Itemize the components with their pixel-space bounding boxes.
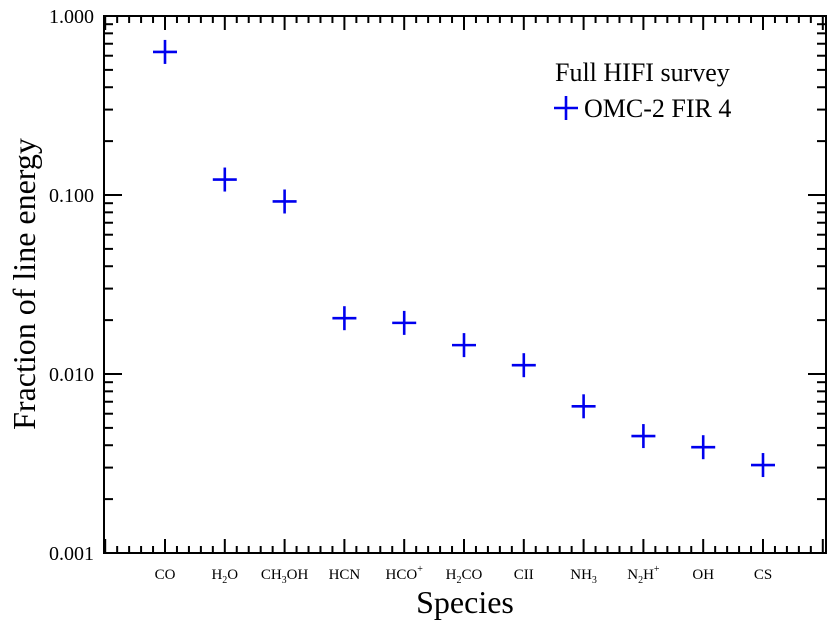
data-point (452, 333, 476, 358)
x-tick-label: HCO+ (386, 564, 424, 583)
x-tick-label: H2CO (446, 567, 483, 586)
x-tick-label: CII (514, 567, 534, 583)
legend-entry-label: OMC-2 FIR 4 (584, 94, 731, 123)
x-axis-label: Species (416, 584, 514, 620)
data-point (571, 394, 596, 419)
data-point (751, 453, 775, 478)
data-point (511, 353, 536, 378)
y-tick-label: 1.000 (49, 6, 94, 28)
y-tick-labels: 0.001 0.010 0.100 1.000 (49, 6, 94, 565)
x-tick-label: HCN (329, 567, 361, 583)
y-tick-label: 0.100 (49, 185, 94, 207)
y-tick-label: 0.010 (49, 364, 94, 386)
data-point (332, 306, 357, 331)
x-tick-label: NH3 (570, 567, 597, 586)
data-point (392, 310, 417, 335)
data-point (631, 424, 656, 449)
x-tick-label: OH (692, 567, 714, 583)
x-tick-label: CS (754, 567, 772, 583)
y-axis-label: Fraction of line energy (6, 138, 42, 430)
legend: Full HIFI survey OMC-2 FIR 4 (554, 58, 731, 123)
x-tick-label: N2H+ (627, 564, 660, 586)
x-tick-label: CH3OH (261, 567, 309, 586)
legend-title: Full HIFI survey (555, 58, 730, 87)
data-point (272, 189, 297, 214)
axis-ticks (104, 16, 826, 554)
data-point (153, 39, 177, 64)
x-tick-label: H2O (211, 567, 238, 586)
data-points (153, 39, 775, 478)
data-point (691, 435, 716, 460)
x-tick-label: CO (155, 567, 176, 583)
data-point (212, 167, 237, 192)
legend-marker (554, 96, 578, 120)
y-tick-label: 0.001 (49, 543, 94, 565)
x-tick-labels: CO H2O CH3OH HCN HCO+ H2CO CII NH3 N2H+ OH CS (155, 564, 773, 586)
plot-frame (103, 15, 827, 554)
